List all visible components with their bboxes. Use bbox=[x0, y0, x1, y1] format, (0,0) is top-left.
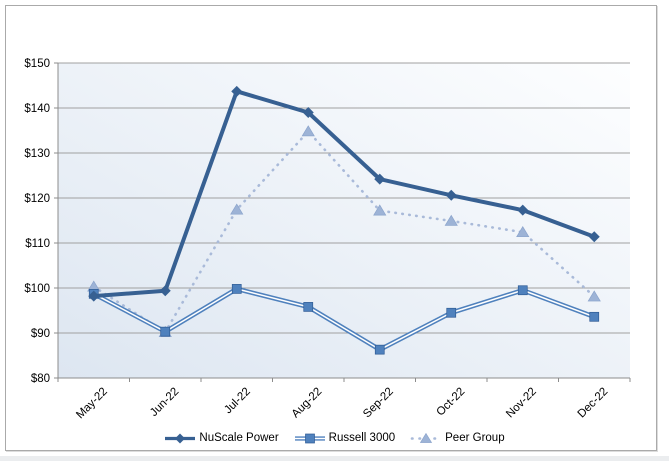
x-tick-label: Aug-22 bbox=[290, 386, 325, 421]
axes bbox=[54, 62, 631, 382]
y-tick-label: $100 bbox=[24, 283, 50, 295]
data-point-marker bbox=[517, 285, 528, 296]
legend-label: Russell 3000 bbox=[328, 432, 396, 444]
data-point-marker bbox=[160, 326, 171, 337]
y-tick-label: $140 bbox=[24, 103, 50, 115]
data-point-marker bbox=[231, 284, 242, 294]
data-point-marker bbox=[230, 203, 244, 215]
y-tick-label: $90 bbox=[31, 328, 50, 340]
x-tick-label: Jun-22 bbox=[148, 386, 181, 419]
data-point-marker bbox=[374, 344, 385, 355]
data-point-marker bbox=[588, 231, 600, 243]
y-tick-label: $130 bbox=[24, 148, 50, 160]
data-point-marker bbox=[587, 290, 601, 302]
series-nuscale-power bbox=[88, 85, 600, 302]
nuscale-line-diamond-icon bbox=[165, 433, 196, 443]
data-point-marker bbox=[589, 311, 600, 322]
y-tick-label: $120 bbox=[24, 193, 50, 205]
series-russell-3000 bbox=[88, 284, 600, 355]
legend-label: NuScale Power bbox=[199, 432, 279, 444]
data-point-marker bbox=[445, 189, 457, 201]
data-point-marker bbox=[303, 302, 314, 312]
page-background-strip bbox=[0, 456, 669, 461]
peer-dotted-triangle-icon bbox=[410, 432, 442, 443]
y-tick-label: $80 bbox=[31, 373, 50, 385]
y-axis-labels: $80 $90 $100 $110 $120 $130 $140 $150 bbox=[24, 58, 50, 385]
x-tick-label: Sep-22 bbox=[361, 386, 396, 421]
data-point-marker bbox=[301, 125, 315, 137]
chart-legend: NuScale Power Russell 3000 Peer Group bbox=[0, 429, 669, 447]
x-tick-label: Oct-22 bbox=[434, 386, 467, 419]
legend-item-russell-3000: Russell 3000 bbox=[294, 432, 395, 444]
data-point-marker bbox=[446, 307, 457, 318]
x-tick-label: Nov-22 bbox=[504, 386, 539, 421]
data-point-marker bbox=[302, 107, 314, 118]
x-axis-labels: May-22 Jun-22 Jul-22 Aug-22 Sep-22 Oct-22 Nov-… bbox=[74, 386, 610, 422]
russell-line-square-icon bbox=[294, 433, 325, 443]
data-point-marker bbox=[517, 204, 529, 216]
data-point-marker bbox=[88, 290, 100, 302]
data-point-marker bbox=[374, 173, 386, 185]
legend-item-nuscale-power: NuScale Power bbox=[164, 432, 279, 444]
x-tick-label: Dec-22 bbox=[576, 386, 611, 421]
data-point-marker bbox=[373, 204, 387, 216]
data-point-marker bbox=[444, 214, 458, 226]
y-tick-label: $150 bbox=[24, 58, 50, 70]
y-tick-label: $110 bbox=[25, 238, 50, 250]
legend-label: Peer Group bbox=[445, 432, 505, 444]
x-tick-label: Jul-22 bbox=[222, 386, 253, 417]
data-point-marker bbox=[159, 285, 171, 297]
x-tick-label: May-22 bbox=[74, 386, 110, 422]
legend-item-peer-group: Peer Group bbox=[410, 432, 505, 444]
data-point-marker bbox=[516, 226, 530, 238]
gridlines bbox=[58, 62, 630, 334]
data-point-marker bbox=[231, 85, 243, 97]
